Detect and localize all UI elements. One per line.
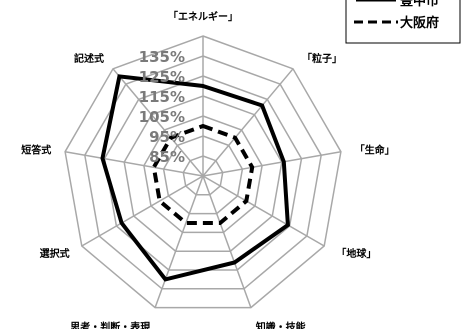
grid-spoke: [202, 175, 325, 247]
axis-label-earth: 「地球」: [336, 247, 376, 260]
grid-ring: [182, 155, 224, 196]
series-line-toyonaka: [100, 74, 290, 282]
axis-label-particle: 「粒子」: [302, 52, 342, 65]
grid-spoke: [112, 68, 204, 177]
ring-label: 125%: [139, 68, 185, 86]
series-line-osaka: [151, 123, 255, 225]
grid-spoke: [202, 150, 342, 177]
ring-label: 85%: [149, 148, 185, 166]
grid-spoke: [202, 175, 252, 308]
grid-ring: [143, 115, 263, 234]
legend: 豊中市 大阪府: [345, 0, 461, 44]
axis-label-energy: 「エネルギー」: [168, 10, 238, 23]
axis-label-descriptive: 記述式: [74, 52, 104, 65]
grid-ring: [64, 35, 342, 309]
axis-label-life: 「生命」: [355, 143, 395, 156]
grid-spoke: [64, 150, 204, 177]
axis-labels: 「エネルギー」 「粒子」 「生命」 「地球」 知識・技能 思考・判断・表現 選択…: [21, 10, 394, 329]
ring-labels: 135% 125% 115% 105% 95% 85%: [139, 48, 185, 166]
legend-label-toyonaka: 豊中市: [400, 0, 439, 9]
axis-label-knowledge-skill: 知識・技能: [255, 321, 306, 329]
grid-ring: [162, 135, 244, 215]
axis-label-multiple-choice: 選択式: [40, 247, 70, 260]
axis-label-short-answer: 短答式: [21, 143, 51, 156]
ring-label: 105%: [139, 108, 185, 126]
series-layer: [100, 74, 290, 282]
legend-box: [345, 0, 461, 44]
grid-ring: [123, 95, 283, 252]
grid-spoke: [154, 175, 204, 308]
legend-label-osaka: 大阪府: [400, 15, 439, 31]
grid-spoke: [81, 175, 204, 247]
ring-label: 115%: [139, 88, 185, 106]
grid-ring: [84, 55, 322, 290]
grid-spoke: [202, 68, 294, 177]
grid-spokes: [64, 36, 342, 308]
axis-label-thinking-judgment-expression: 思考・判断・表現: [70, 321, 150, 329]
ring-label: 95%: [149, 128, 185, 146]
ring-label: 135%: [139, 48, 185, 66]
